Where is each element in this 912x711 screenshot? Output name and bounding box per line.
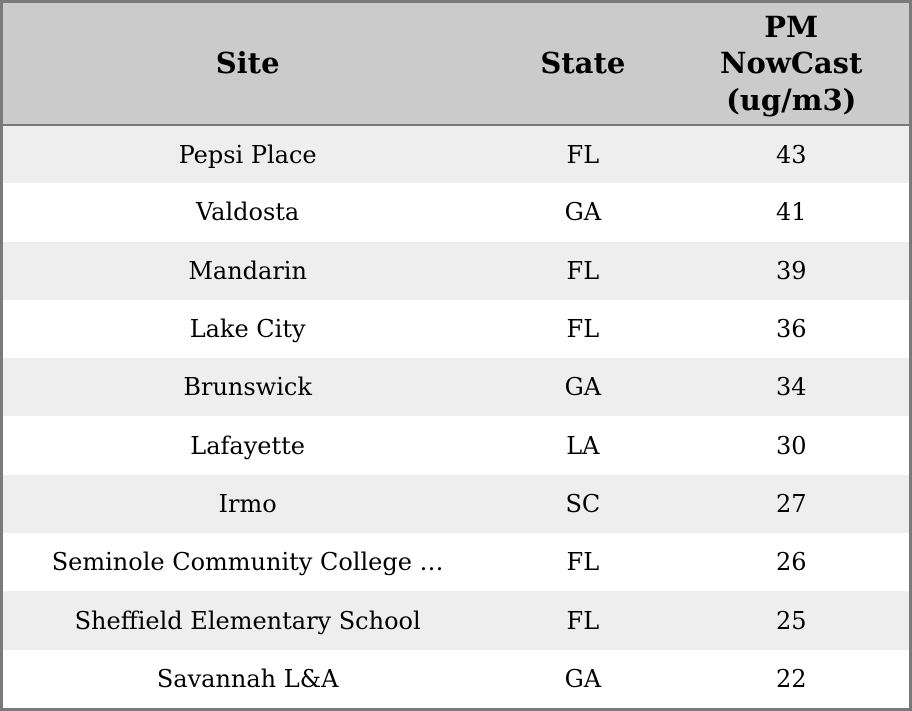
site-cell: Brunswick bbox=[183, 373, 312, 402]
column-header-site: Site bbox=[3, 3, 493, 126]
site-cell: Pepsi Place bbox=[178, 140, 317, 169]
table-row: Pepsi Place FL 43 bbox=[3, 125, 909, 184]
table-row: Seminole Community College … FL 26 bbox=[3, 533, 909, 592]
state-cell: FL bbox=[566, 256, 600, 285]
site-cell: Valdosta bbox=[196, 198, 300, 227]
column-header-pm-nowcast: PM NowCast (ug/m3) bbox=[673, 3, 909, 126]
state-cell: GA bbox=[564, 373, 602, 402]
site-cell: Sheffield Elementary School bbox=[74, 606, 421, 635]
pm-cell: 43 bbox=[775, 140, 807, 169]
column-header-state: State bbox=[492, 3, 674, 126]
table-row: Brunswick GA 34 bbox=[3, 358, 909, 417]
state-cell: FL bbox=[566, 315, 600, 344]
pm-cell: 39 bbox=[775, 256, 807, 285]
pm-cell: 30 bbox=[775, 431, 807, 460]
pm-cell: 34 bbox=[775, 373, 807, 402]
table-row: Savannah L&A GA 22 bbox=[3, 649, 909, 708]
state-cell: SC bbox=[565, 489, 601, 518]
header-row: Site State PM NowCast (ug/m3) bbox=[3, 3, 909, 126]
site-cell: Seminole Community College … bbox=[51, 548, 444, 577]
pm-cell: 36 bbox=[775, 315, 807, 344]
site-cell: Irmo bbox=[218, 489, 277, 518]
table-body: Pepsi Place FL 43 Valdosta GA 41 Mandarin FL 39 L… bbox=[3, 125, 909, 708]
pm-nowcast-table: Site State PM NowCast (ug/m3) Pepsi Plac… bbox=[3, 3, 909, 708]
state-cell: FL bbox=[566, 606, 600, 635]
pm-cell: 22 bbox=[775, 664, 807, 693]
pm-cell: 26 bbox=[775, 548, 807, 577]
site-cell: Lake City bbox=[189, 315, 306, 344]
pm-cell: 27 bbox=[775, 489, 807, 518]
state-cell: GA bbox=[564, 198, 602, 227]
table-row: Sheffield Elementary School FL 25 bbox=[3, 591, 909, 650]
state-cell: FL bbox=[566, 548, 600, 577]
state-cell: LA bbox=[566, 431, 600, 460]
state-cell: FL bbox=[566, 140, 600, 169]
table-row: Mandarin FL 39 bbox=[3, 241, 909, 300]
site-cell: Mandarin bbox=[188, 256, 307, 285]
site-cell: Lafayette bbox=[190, 431, 305, 460]
table-header: Site State PM NowCast (ug/m3) bbox=[3, 3, 909, 126]
table-row: Lafayette LA 30 bbox=[3, 416, 909, 475]
pm-cell: 41 bbox=[775, 198, 807, 227]
table-row: Lake City FL 36 bbox=[3, 299, 909, 359]
table-row: Valdosta GA 41 bbox=[3, 183, 909, 242]
table-row: Irmo SC 27 bbox=[3, 474, 909, 534]
site-cell: Savannah L&A bbox=[156, 664, 339, 693]
state-cell: GA bbox=[564, 664, 602, 693]
pm-cell: 25 bbox=[775, 606, 807, 635]
